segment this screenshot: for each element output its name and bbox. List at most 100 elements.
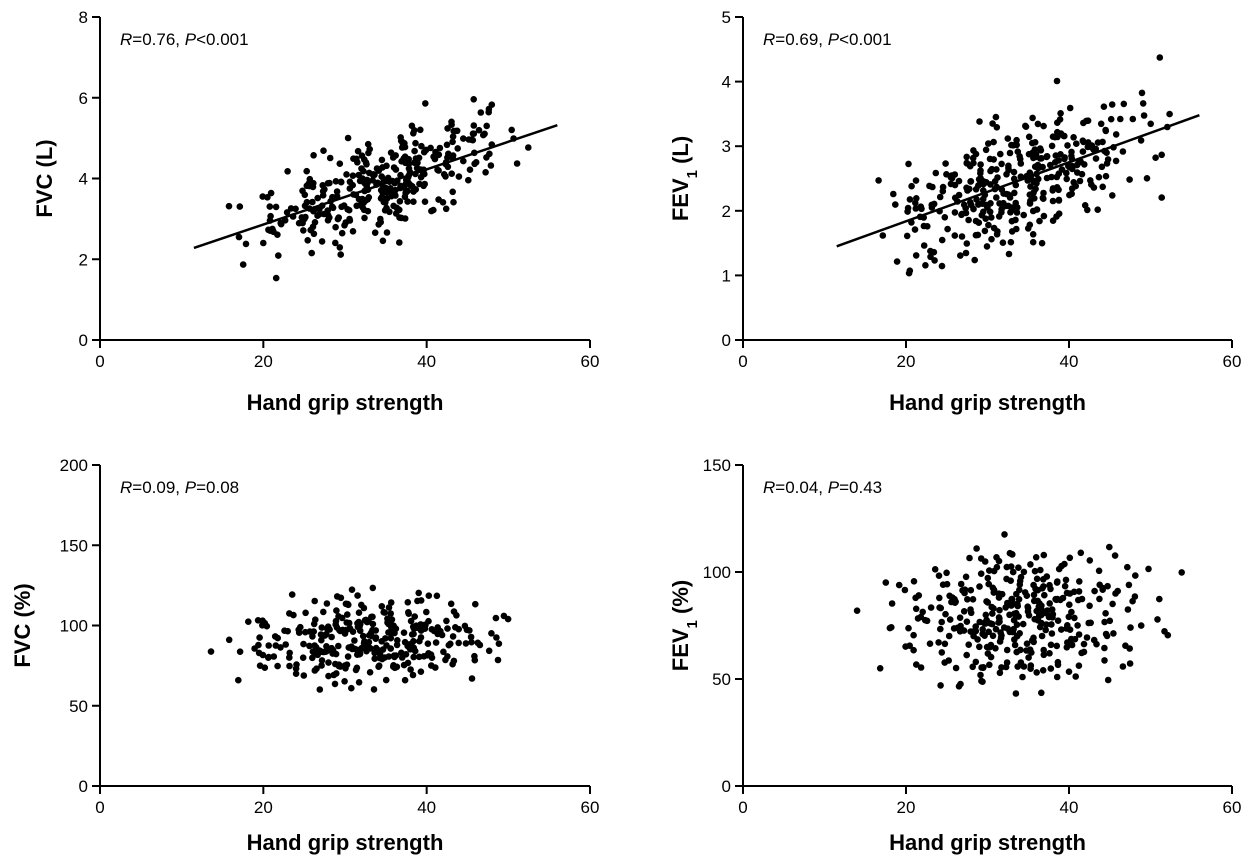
data-point <box>266 203 274 210</box>
scatter-points <box>853 531 1185 697</box>
data-point <box>1061 582 1069 590</box>
data-point <box>1074 169 1081 176</box>
data-point <box>398 649 405 657</box>
data-point <box>917 613 925 621</box>
data-point <box>323 630 330 638</box>
data-point <box>369 584 377 592</box>
data-point <box>902 643 909 650</box>
data-point <box>1030 154 1037 162</box>
data-point <box>882 579 890 586</box>
data-point <box>264 194 271 201</box>
data-point <box>1108 101 1116 108</box>
data-point <box>1112 131 1120 138</box>
data-point <box>525 144 532 151</box>
data-point <box>964 596 971 603</box>
data-point <box>364 140 372 148</box>
data-point <box>1011 641 1019 649</box>
data-point <box>400 661 408 669</box>
data-point <box>378 173 386 180</box>
data-point <box>375 221 383 228</box>
data-point <box>1129 597 1136 605</box>
data-point <box>342 600 350 608</box>
data-point <box>1036 217 1043 225</box>
data-point <box>944 225 951 233</box>
data-point <box>888 600 896 607</box>
data-point <box>495 640 503 647</box>
data-point <box>320 608 327 616</box>
data-point <box>1040 189 1047 197</box>
data-point <box>354 592 361 599</box>
data-point <box>1092 155 1100 162</box>
data-point <box>972 623 979 630</box>
data-point <box>351 637 358 644</box>
data-point <box>1016 630 1023 637</box>
data-point <box>977 170 984 177</box>
data-point <box>420 182 427 190</box>
data-point <box>1100 103 1108 110</box>
data-point <box>365 644 372 651</box>
data-point <box>466 166 474 173</box>
data-point <box>432 639 440 646</box>
data-point <box>987 167 994 175</box>
data-point <box>951 595 958 603</box>
data-point <box>329 647 337 654</box>
y-tick-label: 3 <box>722 137 731 156</box>
data-point <box>989 584 997 592</box>
data-point <box>369 620 377 628</box>
data-point <box>931 257 938 264</box>
data-point <box>207 648 215 655</box>
data-point <box>302 609 309 617</box>
data-point <box>239 261 247 268</box>
data-point <box>1071 614 1078 622</box>
data-point <box>393 641 401 649</box>
data-point <box>1090 636 1098 644</box>
data-point <box>381 609 388 616</box>
data-point <box>983 598 990 605</box>
data-point <box>996 200 1003 207</box>
r-symbol: R <box>120 30 132 49</box>
data-point <box>300 672 308 679</box>
data-point <box>318 648 325 655</box>
scatter-points <box>875 54 1173 277</box>
data-point <box>333 607 340 614</box>
data-point <box>366 145 374 153</box>
data-point <box>336 244 344 251</box>
data-point <box>392 152 400 159</box>
data-point <box>1012 690 1020 697</box>
data-point <box>906 196 914 203</box>
data-point <box>1102 172 1110 180</box>
data-point <box>995 557 1003 565</box>
data-point <box>1030 591 1038 599</box>
data-point <box>1098 163 1106 171</box>
data-point <box>1021 589 1029 596</box>
data-point <box>1025 654 1032 661</box>
data-point <box>980 664 987 671</box>
data-point <box>1106 543 1113 551</box>
data-point <box>1014 600 1021 608</box>
data-point <box>366 632 373 639</box>
p-symbol: P <box>828 30 840 49</box>
data-point <box>382 635 389 642</box>
data-point <box>407 646 414 653</box>
data-point <box>996 618 1003 625</box>
correlation-annotation: R=0.04, P=0.43 <box>763 478 882 497</box>
data-point <box>303 198 311 206</box>
data-point <box>941 214 949 221</box>
x-axis-title: Hand grip strength <box>247 830 444 855</box>
data-point <box>1017 659 1025 666</box>
data-point <box>1033 607 1040 615</box>
data-point <box>967 609 975 617</box>
data-point <box>442 205 450 213</box>
data-point <box>959 587 967 594</box>
data-point <box>360 640 368 647</box>
data-point <box>318 636 325 644</box>
data-point <box>416 637 423 645</box>
data-point <box>1043 153 1050 161</box>
data-point <box>982 215 989 222</box>
data-point <box>995 594 1003 601</box>
data-point <box>465 176 472 184</box>
data-point <box>997 150 1004 158</box>
data-point <box>1086 602 1093 610</box>
data-point <box>449 133 457 140</box>
data-point <box>333 188 341 195</box>
